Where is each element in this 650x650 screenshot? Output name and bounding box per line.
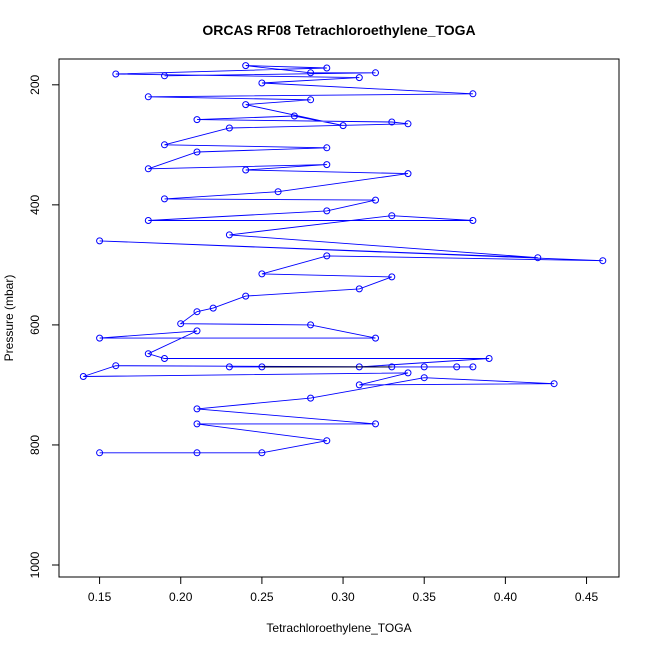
y-axis-label: Pressure (mbar)	[2, 275, 16, 362]
data-point	[307, 394, 315, 402]
data-point	[112, 362, 120, 370]
y-tick-label: 600	[28, 315, 42, 335]
x-axis: 0.15 0.20 0.25 0.30 0.35 0.40 0.45	[88, 577, 599, 604]
data-point	[372, 420, 379, 428]
x-tick-label: 0.15	[88, 590, 112, 604]
data-point	[404, 120, 412, 128]
data-point	[323, 252, 331, 260]
x-tick-label: 0.35	[413, 590, 437, 604]
data-point	[355, 74, 363, 82]
data-point	[225, 231, 233, 239]
data-point	[307, 96, 315, 104]
data-point	[323, 207, 331, 215]
data-point	[177, 320, 185, 328]
data-point	[242, 62, 250, 70]
data-point	[372, 334, 379, 342]
data-point	[193, 148, 201, 156]
data-point	[485, 355, 493, 362]
data-point	[161, 141, 168, 149]
data-point	[144, 165, 152, 173]
data-point	[161, 72, 168, 80]
plot-content	[79, 62, 607, 457]
y-tick-label: 800	[28, 435, 42, 455]
x-tick-label: 0.45	[575, 590, 599, 604]
data-point	[242, 166, 250, 174]
data-point	[469, 90, 477, 98]
x-tick-label: 0.30	[331, 590, 355, 604]
data-point	[307, 321, 315, 329]
data-point	[388, 212, 396, 220]
data-point	[96, 334, 104, 342]
data-point	[79, 373, 87, 380]
data-point	[193, 420, 201, 428]
data-point	[96, 237, 104, 245]
data-point	[388, 118, 396, 126]
y-tick-label: 1000	[28, 551, 42, 578]
data-point	[355, 381, 363, 389]
x-tick-label: 0.20	[169, 590, 193, 604]
data-point	[209, 304, 217, 312]
data-point	[274, 188, 282, 196]
data-point	[225, 363, 233, 371]
y-tick-label: 400	[28, 195, 42, 215]
data-point	[420, 363, 428, 371]
data-point	[469, 217, 477, 224]
data-point	[453, 363, 461, 371]
y-tick-label: 200	[28, 74, 42, 94]
data-point	[323, 64, 331, 72]
data-point	[323, 161, 331, 169]
data-point	[193, 116, 201, 124]
data-point	[161, 355, 168, 362]
data-point	[372, 196, 379, 204]
data-point	[258, 270, 266, 278]
data-point	[599, 257, 607, 265]
data-point	[193, 327, 201, 335]
data-point	[112, 70, 120, 78]
series-line-1	[83, 65, 603, 454]
data-point	[258, 449, 266, 457]
data-point	[323, 144, 331, 152]
plot-area-border	[58, 58, 620, 578]
x-tick-label: 0.40	[494, 590, 518, 604]
data-point	[550, 380, 558, 388]
data-point	[372, 69, 379, 77]
data-point	[161, 195, 168, 203]
data-point	[242, 292, 250, 300]
data-point	[242, 101, 250, 109]
data-point	[144, 217, 152, 224]
data-point	[193, 405, 201, 413]
data-point	[469, 363, 477, 371]
data-point	[404, 170, 412, 178]
data-point	[355, 285, 363, 293]
x-tick-label: 0.25	[250, 590, 274, 604]
data-point	[193, 308, 201, 316]
data-point	[420, 374, 428, 382]
data-point	[144, 93, 152, 101]
data-point	[96, 449, 104, 457]
data-point	[225, 124, 233, 132]
data-point	[290, 112, 298, 120]
chart-title: ORCAS RF08 Tetrachloroethylene_TOGA	[202, 22, 475, 38]
data-point	[258, 79, 266, 87]
data-point	[193, 449, 201, 457]
x-axis-label: Tetrachloroethylene_TOGA	[266, 621, 411, 635]
data-point	[404, 369, 412, 377]
data-point	[144, 350, 152, 358]
data-point	[307, 69, 315, 77]
data-point	[339, 122, 347, 130]
y-axis: 200 400 600 800 1000	[28, 74, 59, 578]
data-point	[388, 273, 396, 281]
data-point	[534, 254, 542, 262]
data-point	[323, 437, 331, 445]
